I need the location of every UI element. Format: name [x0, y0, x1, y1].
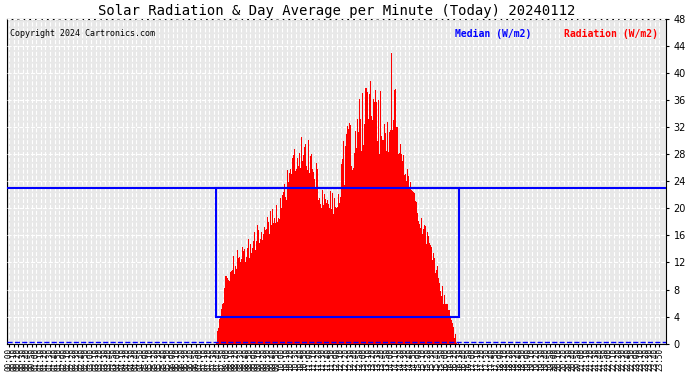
- Title: Solar Radiation & Day Average per Minute (Today) 20240112: Solar Radiation & Day Average per Minute…: [97, 4, 575, 18]
- Text: Median (W/m2): Median (W/m2): [455, 29, 531, 39]
- Text: Copyright 2024 Cartronics.com: Copyright 2024 Cartronics.com: [10, 29, 155, 38]
- Bar: [216, 188, 460, 316]
- Text: Radiation (W/m2): Radiation (W/m2): [564, 29, 658, 39]
